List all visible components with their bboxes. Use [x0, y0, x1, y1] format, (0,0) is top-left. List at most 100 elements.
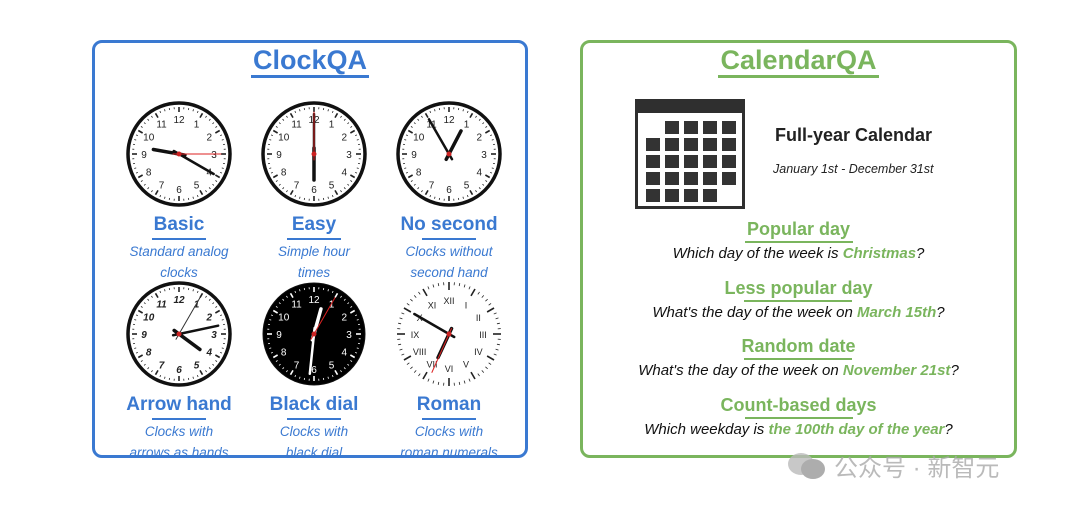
svg-text:5: 5 [194, 180, 200, 191]
clock-item: XIIIIIIIIIVVVIVIIVIIIIXXXIRomanClocks wi… [379, 280, 519, 463]
clock-type-description: Clocks with black dial [279, 424, 349, 460]
svg-text:5: 5 [464, 180, 470, 191]
svg-text:3: 3 [481, 150, 487, 161]
question-highlight: the 100th day of the year [768, 420, 945, 438]
svg-text:IV: IV [474, 347, 483, 357]
clock-type-label: Basic [151, 214, 206, 240]
question-item: Random date What's the day of the week on… [583, 336, 1014, 379]
svg-text:7: 7 [159, 180, 165, 191]
svg-text:11: 11 [291, 300, 302, 311]
svg-text:11: 11 [156, 120, 167, 131]
question-text: What's the day of the week on March 15th… [652, 303, 945, 321]
calendarqa-title: CalendarQA [718, 45, 879, 78]
svg-text:3: 3 [346, 330, 352, 341]
svg-text:10: 10 [413, 133, 425, 144]
svg-text:2: 2 [207, 133, 213, 144]
svg-text:12: 12 [173, 295, 185, 306]
clockqa-panel: ClockQA 12 1 2 3 4 5 6 7 8 9 10 11 Basic Standard ana… [92, 40, 528, 460]
svg-text:III: III [479, 330, 487, 340]
clock-type-label: Roman [416, 394, 482, 420]
svg-text:7: 7 [294, 180, 300, 191]
svg-text:6: 6 [311, 185, 317, 196]
svg-text:3: 3 [211, 150, 217, 161]
svg-text:VI: VI [445, 364, 454, 374]
question-type: Count-based days [720, 394, 877, 419]
svg-text:10: 10 [143, 133, 155, 144]
svg-text:VIII: VIII [413, 347, 427, 357]
svg-text:12: 12 [308, 295, 320, 306]
clock-type-description: Clocks with arrows as hands [129, 424, 229, 460]
clock-type-description: Clocks with roman numerals [400, 424, 498, 460]
clock-type-label: Arrow hand [126, 394, 232, 420]
svg-text:9: 9 [141, 150, 147, 161]
clock-type-description: Simple hour times [277, 244, 351, 280]
question-type: Less popular day [724, 277, 873, 302]
svg-text:4: 4 [206, 348, 213, 359]
svg-text:10: 10 [278, 313, 290, 324]
svg-text:2: 2 [206, 313, 213, 324]
svg-text:IX: IX [411, 330, 420, 340]
svg-text:5: 5 [329, 180, 335, 191]
svg-text:12: 12 [443, 115, 455, 126]
svg-text:2: 2 [342, 133, 348, 144]
calendar-card-subtitle: January 1st - December 31st [773, 162, 934, 176]
question-highlight: November 21st [842, 362, 951, 379]
question-highlight: Christmas [842, 245, 917, 262]
svg-text:5: 5 [329, 360, 335, 371]
svg-text:9: 9 [276, 330, 282, 341]
svg-text:V: V [463, 359, 469, 369]
svg-text:12: 12 [173, 115, 185, 126]
clock-type-description: Clocks without second hand [405, 244, 493, 280]
svg-text:XII: XII [443, 296, 454, 306]
svg-text:9: 9 [141, 330, 147, 341]
svg-text:9: 9 [276, 150, 282, 161]
svg-text:4: 4 [477, 168, 483, 179]
svg-text:6: 6 [176, 365, 182, 376]
clock-item: 12 1 2 3 4 5 6 7 8 9 10 11 Arrow hand Clocks with arro… [109, 280, 249, 463]
svg-text:5: 5 [194, 360, 200, 371]
svg-text:I: I [465, 301, 468, 311]
question-type: Popular day [744, 219, 853, 243]
svg-text:3: 3 [346, 150, 352, 161]
svg-text:1: 1 [194, 300, 200, 311]
question-highlight: March 15th [857, 303, 937, 321]
calendarqa-panel: CalendarQA Full-year Calendar January 1s… [580, 40, 1017, 458]
svg-text:8: 8 [416, 168, 422, 179]
svg-text:8: 8 [146, 348, 152, 359]
question-text: What's the day of the week on November 2… [638, 362, 959, 379]
calendar-card-title: Full-year Calendar [775, 125, 933, 145]
svg-text:7: 7 [294, 360, 300, 371]
svg-text:8: 8 [281, 168, 287, 179]
clock-type-label: Easy [286, 214, 342, 240]
question-item: Popular day Which day of the week is Chri… [583, 219, 1014, 262]
svg-text:4: 4 [342, 168, 348, 179]
svg-text:1: 1 [329, 120, 335, 131]
question-item: Count-based days Which weekday is the 100… [583, 395, 1014, 438]
question-text: Which day of the week is Christmas? [672, 245, 925, 262]
svg-text:6: 6 [311, 365, 317, 376]
svg-text:8: 8 [281, 348, 287, 359]
svg-text:7: 7 [429, 180, 435, 191]
question-item: Less popular day What's the day of the we… [583, 278, 1014, 321]
clockqa-title: ClockQA [250, 45, 370, 78]
svg-text:7: 7 [159, 360, 165, 371]
svg-text:10: 10 [278, 133, 290, 144]
svg-text:8: 8 [146, 168, 152, 179]
svg-text:3: 3 [211, 330, 217, 341]
svg-text:11: 11 [291, 120, 302, 131]
clock-item: 12 1 2 3 4 5 6 7 8 9 10 11 Basic Standard analog clock… [109, 100, 249, 283]
svg-text:10: 10 [143, 313, 155, 324]
svg-text:6: 6 [446, 185, 452, 196]
svg-text:1: 1 [194, 120, 200, 131]
clock-type-label: No second [400, 214, 498, 240]
svg-text:VII: VII [426, 359, 437, 369]
question-text: Which weekday is the 100th day of the ye… [644, 420, 953, 438]
clock-item: 12 1 2 3 4 5 6 7 8 9 10 11 Black dial Clocks with blac… [244, 280, 384, 463]
svg-text:1: 1 [464, 120, 470, 131]
